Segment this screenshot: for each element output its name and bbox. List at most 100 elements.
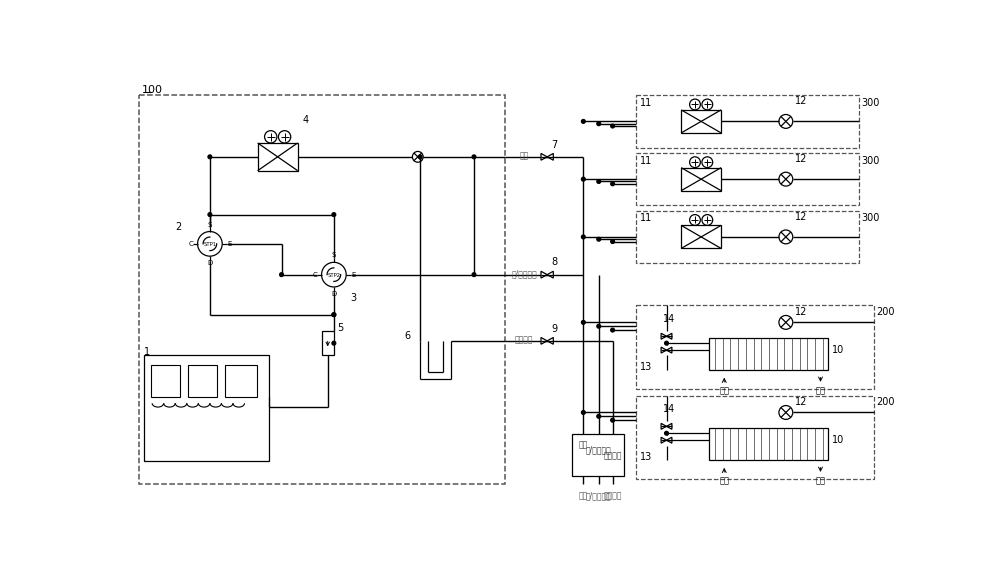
Circle shape <box>581 320 585 324</box>
Circle shape <box>611 124 615 128</box>
Text: 200: 200 <box>877 397 895 407</box>
Polygon shape <box>661 437 666 443</box>
Text: 进水: 进水 <box>719 476 729 485</box>
Circle shape <box>611 328 615 332</box>
Text: D: D <box>207 260 213 266</box>
Text: E: E <box>351 271 355 278</box>
Text: 6: 6 <box>405 331 411 341</box>
Polygon shape <box>541 154 547 160</box>
Text: 11: 11 <box>640 98 652 108</box>
Text: 1: 1 <box>144 348 151 357</box>
Text: 10: 10 <box>832 435 844 445</box>
Polygon shape <box>547 154 553 160</box>
Circle shape <box>581 235 585 239</box>
Circle shape <box>581 119 585 123</box>
Text: 高/低压气管: 高/低压气管 <box>586 446 612 455</box>
Text: STP1: STP1 <box>203 242 216 247</box>
Text: 200: 200 <box>877 307 895 316</box>
Polygon shape <box>547 337 553 344</box>
Bar <box>709 338 828 370</box>
Polygon shape <box>541 337 547 344</box>
Polygon shape <box>661 333 666 339</box>
Text: C: C <box>188 241 193 247</box>
Circle shape <box>280 273 283 277</box>
Text: 进水: 进水 <box>719 386 729 395</box>
Polygon shape <box>661 423 666 429</box>
Text: 100: 100 <box>141 85 162 95</box>
Circle shape <box>208 155 212 159</box>
Text: 9: 9 <box>551 324 557 333</box>
Circle shape <box>665 431 668 435</box>
Polygon shape <box>541 271 547 278</box>
Circle shape <box>611 182 615 185</box>
Text: D: D <box>331 291 336 297</box>
Polygon shape <box>666 333 672 339</box>
Text: 液管: 液管 <box>519 151 529 160</box>
Bar <box>144 354 269 461</box>
Text: 5: 5 <box>337 323 343 333</box>
Text: STP2: STP2 <box>327 273 340 278</box>
Text: 12: 12 <box>795 154 807 164</box>
Polygon shape <box>661 347 666 353</box>
Text: 8: 8 <box>551 257 557 267</box>
Bar <box>636 395 874 479</box>
Text: C: C <box>312 271 317 278</box>
Circle shape <box>332 313 336 316</box>
Polygon shape <box>666 423 672 429</box>
Text: E: E <box>227 241 231 247</box>
Bar <box>188 365 217 397</box>
Circle shape <box>597 324 601 328</box>
Text: 300: 300 <box>861 213 880 224</box>
Circle shape <box>472 155 476 159</box>
Text: 高压气管: 高压气管 <box>603 492 622 501</box>
Circle shape <box>611 240 615 244</box>
Text: 高压气管: 高压气管 <box>603 451 622 460</box>
Circle shape <box>597 237 601 241</box>
Bar <box>681 225 721 249</box>
Circle shape <box>332 213 336 217</box>
Bar <box>572 434 624 476</box>
Circle shape <box>332 341 336 345</box>
Bar <box>322 331 334 356</box>
Circle shape <box>611 418 615 422</box>
Polygon shape <box>547 271 553 278</box>
Text: 4: 4 <box>302 115 308 125</box>
Text: 12: 12 <box>795 307 807 316</box>
Circle shape <box>208 213 212 217</box>
Bar <box>681 110 721 133</box>
Text: 300: 300 <box>861 98 880 108</box>
Text: 12: 12 <box>795 96 807 106</box>
Text: 10: 10 <box>832 345 844 355</box>
Bar <box>151 365 180 397</box>
Text: 300: 300 <box>861 156 880 166</box>
Bar <box>709 428 828 460</box>
Circle shape <box>472 273 476 277</box>
Text: 出水: 出水 <box>816 386 826 395</box>
Circle shape <box>418 155 422 159</box>
Text: 12: 12 <box>795 397 807 407</box>
Polygon shape <box>666 347 672 353</box>
Circle shape <box>581 411 585 414</box>
Bar <box>225 365 257 397</box>
Bar <box>636 95 859 147</box>
Text: 高/低压气管: 高/低压气管 <box>586 492 612 501</box>
Text: 高压气管: 高压气管 <box>515 336 533 345</box>
Text: 12: 12 <box>795 212 807 222</box>
Text: 出水: 出水 <box>816 476 826 485</box>
Bar <box>139 95 505 484</box>
Text: 14: 14 <box>663 405 675 414</box>
Bar <box>636 153 859 205</box>
Bar <box>258 143 298 171</box>
Text: 11: 11 <box>640 213 652 224</box>
Circle shape <box>597 180 601 183</box>
Text: S: S <box>208 221 212 228</box>
Bar <box>636 306 874 389</box>
Text: 7: 7 <box>551 139 557 150</box>
Text: 13: 13 <box>640 362 652 372</box>
Text: S: S <box>332 253 336 258</box>
Text: 液管: 液管 <box>579 492 588 501</box>
Bar <box>681 168 721 191</box>
Circle shape <box>581 177 585 181</box>
Text: 13: 13 <box>640 452 652 462</box>
Circle shape <box>665 341 668 345</box>
